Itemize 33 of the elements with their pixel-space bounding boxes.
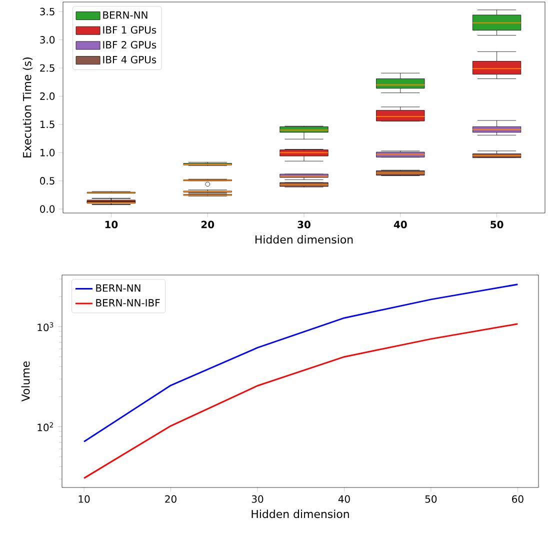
y-tick-label: 10$^{2}$ [38,422,54,432]
x-tick-label: 50 [425,495,437,503]
x-tick-label: 30 [298,220,310,228]
x-tick-label: 20 [201,220,214,228]
x-tick-label: 40 [338,495,350,503]
line-series [83,284,518,442]
legend-label: IBF 1 GPUs [103,26,156,34]
y-tick-label: 2.5 [40,64,54,72]
line-series [83,323,518,479]
x-tick-label: 40 [394,220,407,228]
legend-label: IBF 4 GPUs [103,56,156,64]
y-tick-label: 0.0 [40,205,55,213]
legend-label: IBF 2 GPUs [103,40,156,49]
x-axis-title: Hidden dimension [256,235,353,244]
x-tick-label: 50 [490,220,504,228]
x-tick-label: 10 [78,495,90,503]
x-tick-label: 60 [512,495,524,503]
legend-label: BERN-NN [103,11,148,19]
x-tick-label: 10 [105,220,118,228]
y-tick-label: 3.5 [40,8,54,16]
x-axis-title: Hidden dimension [252,510,349,518]
y-tick-label: 1.0 [40,148,55,156]
y-tick-label: 10$^{3}$ [38,322,54,332]
y-axis-title: Execution Time (s) [22,58,33,158]
y-tick-label: 2.0 [40,92,55,100]
y-tick-label: 1.5 [40,120,54,128]
legend-label: BERN-NN-IBF [96,299,160,306]
legend-label: BERN-NN [96,284,140,292]
y-tick-label: 0.5 [40,177,54,185]
y-axis-title: Volume [21,361,30,402]
y-tick-label: 3.0 [40,36,55,44]
x-tick-label: 20 [165,495,176,503]
x-tick-label: 30 [252,495,264,503]
